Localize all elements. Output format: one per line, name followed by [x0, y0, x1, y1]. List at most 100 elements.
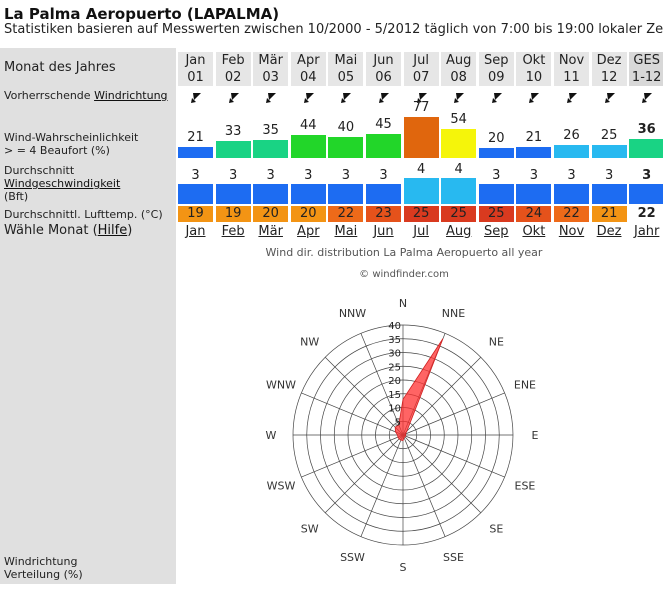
month-name: Okt	[522, 53, 546, 68]
radial-tick-label: 10	[388, 404, 401, 415]
probability-value-mär: 35	[262, 123, 279, 138]
month-name: Jan	[185, 53, 206, 68]
row-label-direction: Vorherrschende Windrichtung	[4, 89, 168, 102]
grid-spoke	[402, 356, 482, 436]
probability-bar-nov	[554, 145, 589, 158]
page-title: La Palma Aeropuerto (LAPALMA)	[4, 5, 280, 23]
probability-bar-jan	[178, 147, 213, 158]
direction-label-se: SE	[489, 522, 503, 535]
row-label-month: Monat des Jahres	[4, 60, 116, 75]
probability-bar-okt	[516, 147, 552, 158]
probability-bar-feb	[215, 141, 251, 158]
month-link-total[interactable]: Jahr	[633, 224, 660, 239]
direction-label-nnw: NNW	[339, 307, 366, 320]
month-header-jul: Jul 07	[403, 52, 439, 86]
month-header-mär: Mär 03	[253, 52, 289, 86]
radial-tick-label: 15	[388, 390, 401, 401]
month-link-okt[interactable]: Okt	[522, 224, 546, 239]
month-link-nov[interactable]: Nov	[558, 224, 585, 239]
direction-label-s: S	[400, 561, 407, 574]
arrow-southwest-icon	[566, 89, 578, 103]
arrow-southwest-icon	[491, 89, 503, 103]
row-label-select-month: Wähle Monat (Hilfe)	[4, 224, 132, 237]
month-number: 07	[412, 70, 430, 85]
month-link-mär[interactable]: Mär	[258, 224, 283, 239]
month-header-jun: Jun 06	[366, 52, 401, 86]
temperature-cell-total: 22	[637, 206, 656, 221]
speed-bar-jan	[178, 184, 213, 204]
speed-bar-nov	[554, 184, 589, 204]
month-link-aug[interactable]: Aug	[445, 224, 472, 239]
speed-value-aug: 4	[454, 162, 463, 177]
probability-bar-mär	[253, 140, 289, 158]
wind-speed-link[interactable]: Windgeschwindigkeit	[4, 177, 121, 190]
month-link-feb[interactable]: Feb	[221, 224, 245, 239]
temperature-cell-jan: 19	[178, 206, 213, 222]
select-label-prefix: Wähle Monat (	[4, 223, 98, 238]
month-number: 08	[450, 70, 467, 85]
probability-value-total: 36	[637, 122, 656, 137]
probability-bar-mai	[328, 137, 364, 158]
direction-label-ne: NE	[489, 336, 504, 349]
speed-value-nov: 3	[567, 168, 576, 183]
month-link-jun[interactable]: Jun	[373, 224, 394, 239]
wind-distribution-area	[394, 338, 444, 441]
direction-label-n: N	[399, 297, 407, 310]
row-label-distribution-line2: Verteilung (%)	[4, 568, 83, 581]
grid-spoke	[324, 356, 404, 436]
grid-spoke	[324, 434, 404, 514]
row-label-probability: Wind-Wahrscheinlichkeit > = 4 Beaufort (…	[4, 131, 138, 157]
month-number: 09	[488, 70, 505, 85]
direction-label-sw: SW	[301, 522, 319, 535]
month-number: 06	[375, 70, 392, 85]
speed-value-total: 3	[642, 168, 652, 183]
month-link-jul[interactable]: Jul	[413, 224, 429, 239]
direction-label-e: E	[532, 429, 539, 442]
arrow-southwest-icon	[453, 89, 465, 103]
month-number: 02	[224, 70, 242, 85]
month-name: Jul	[413, 53, 429, 68]
row-label-direction-prefix: Vorherrschende	[4, 89, 95, 102]
month-link-mai[interactable]: Mai	[334, 224, 358, 239]
temperature-cell-sep: 25	[478, 206, 514, 222]
probability-bar-dez	[591, 145, 627, 158]
speed-value-sep: 3	[492, 168, 501, 183]
speed-value-jun: 3	[379, 168, 388, 183]
grid-spoke	[301, 434, 404, 478]
temperature-cell-feb: 19	[215, 206, 251, 222]
month-name: Mär	[258, 53, 283, 68]
month-name: Dez	[596, 53, 622, 68]
probability-value-mai: 40	[337, 120, 355, 135]
help-link[interactable]: Hilfe	[97, 223, 128, 238]
radial-tick-label: 5	[395, 417, 401, 428]
grid-spoke	[360, 434, 404, 537]
probability-value-jul: 77	[412, 100, 430, 115]
month-link-jan[interactable]: Jan	[185, 224, 206, 239]
grid-spoke	[360, 333, 404, 436]
month-link-apr[interactable]: Apr	[297, 224, 320, 239]
speed-value-dez: 3	[604, 168, 614, 183]
grid-spoke	[402, 434, 482, 514]
month-link-dez[interactable]: Dez	[596, 224, 622, 239]
month-header-jan: Jan 01	[178, 52, 213, 86]
wind-direction-link[interactable]: Windrichtung	[94, 89, 168, 102]
month-link-sep[interactable]: Sep	[484, 224, 509, 239]
speed-value-jul: 4	[416, 162, 426, 177]
wind-rose-chart: 5 10 15 20 25 30 35 40 N NNE NE ENE E ESE SE SSE S SSW SW W…	[266, 297, 539, 574]
arrow-southwest-icon	[416, 89, 428, 103]
speed-bar-mai	[328, 184, 364, 204]
month-header-aug: Aug 08	[441, 52, 477, 86]
row-label-probability-line2: > = 4 Beaufort (%)	[4, 144, 110, 157]
grid-spoke	[402, 434, 505, 478]
temperature-cell-mär: 20	[253, 206, 289, 222]
arrow-southwest-icon	[528, 89, 540, 103]
row-label-temperature: Durchschnittl. Lufttemp. (°C)	[4, 208, 163, 221]
month-name: Aug	[445, 53, 472, 68]
direction-label-nw: NW	[300, 336, 319, 349]
speed-bar-jun	[366, 184, 401, 204]
arrow-southwest-icon	[641, 89, 653, 103]
temperature-cell-okt: 24	[516, 206, 552, 222]
month-number: 10	[525, 70, 543, 85]
month-header-mai: Mai 05	[328, 52, 364, 86]
speed-bar-sep	[478, 184, 514, 204]
